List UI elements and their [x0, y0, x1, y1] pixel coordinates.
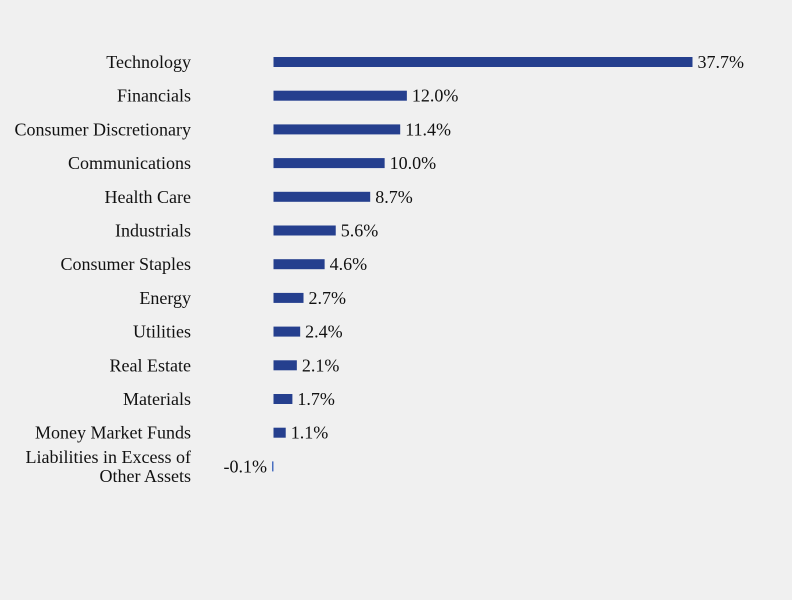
- bar: [273, 158, 385, 169]
- bar: [273, 225, 336, 236]
- value-label: 1.1%: [291, 423, 329, 443]
- value-label: 2.1%: [302, 355, 340, 375]
- bar: [273, 191, 371, 202]
- category-label: Utilities: [133, 322, 191, 342]
- value-label: 4.6%: [330, 254, 368, 274]
- value-label: 12.0%: [412, 86, 459, 106]
- category-label: Consumer Discretionary: [15, 119, 191, 139]
- value-label: 1.7%: [297, 389, 335, 409]
- bar: [273, 394, 293, 404]
- value-label: 8.7%: [375, 187, 413, 207]
- category-label: Liabilities in Excess of Other Assets: [26, 447, 191, 486]
- category-label: Money Market Funds: [35, 423, 191, 443]
- bar: [273, 259, 325, 270]
- value-label: 37.7%: [698, 52, 745, 72]
- category-label: Materials: [123, 389, 191, 409]
- category-label: Real Estate: [110, 355, 191, 375]
- bar: [273, 360, 297, 371]
- value-label: 2.7%: [309, 288, 347, 308]
- value-label: 10.0%: [390, 153, 437, 173]
- category-label: Communications: [68, 153, 191, 173]
- chart-rows: Technology 37.7% Financials 12.0% Consumer D…: [15, 52, 744, 486]
- category-label: Health Care: [105, 187, 191, 207]
- value-label: 2.4%: [305, 322, 343, 342]
- bar: [272, 461, 274, 472]
- category-label: Consumer Staples: [61, 254, 192, 274]
- value-label: -0.1%: [224, 456, 268, 476]
- bar: [273, 57, 693, 67]
- value-label: 5.6%: [341, 221, 379, 241]
- category-label-line: Liabilities in Excess of: [26, 447, 191, 467]
- category-label-line: Other Assets: [100, 466, 192, 486]
- bar: [273, 292, 304, 303]
- category-label: Energy: [139, 288, 191, 308]
- bar: [273, 124, 401, 135]
- bar: [273, 90, 407, 101]
- category-label: Industrials: [115, 221, 191, 241]
- category-label: Technology: [106, 52, 191, 72]
- bar: [273, 427, 286, 438]
- bar: [273, 326, 301, 337]
- category-label: Financials: [117, 86, 191, 106]
- value-label: 11.4%: [405, 119, 451, 139]
